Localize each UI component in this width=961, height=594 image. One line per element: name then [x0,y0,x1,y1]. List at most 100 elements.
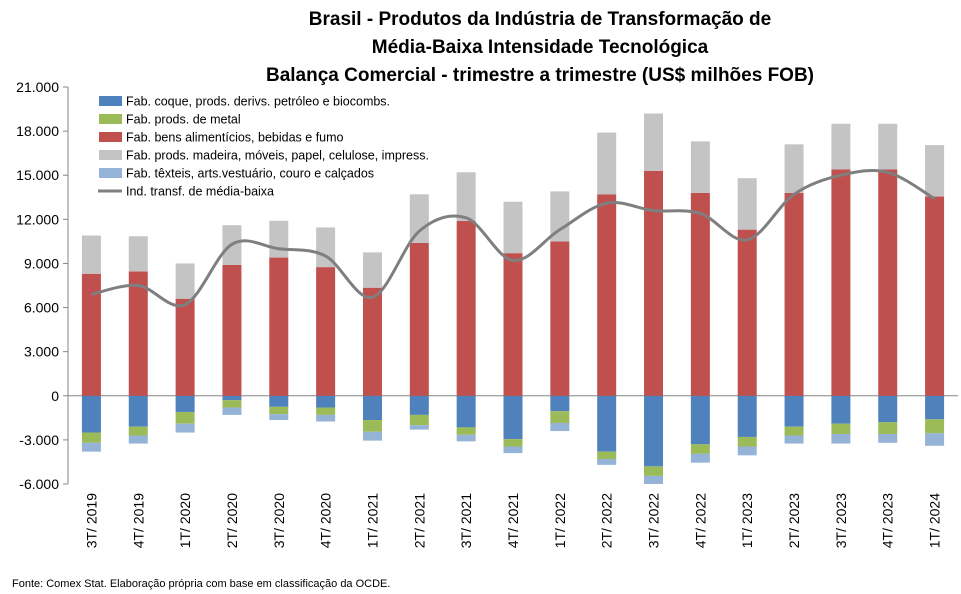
chart-title-line: Balança Comercial - trimestre a trimestr… [266,65,814,86]
y-tick-label: 0 [51,388,59,404]
bar-segment [362,287,382,396]
bar-segment [878,422,898,435]
bar-segment [784,192,804,396]
bar-segment [456,172,476,221]
bar-segment [409,414,429,426]
y-tick-label: 3.000 [24,344,59,360]
bar-segment [81,432,101,443]
bars [81,113,945,484]
bar-segment [644,466,664,476]
bar-segment [409,242,429,396]
bar-segment [690,453,710,463]
bar-segment [925,433,945,446]
y-tick-label: 12.000 [16,211,59,227]
legend-label: Fab. bens alimentícios, bebidas e fumo [126,131,344,145]
bar-segment [878,123,898,170]
x-tick-label: 1T/ 2022 [552,493,568,548]
x-tick-label: 1T/ 2024 [927,493,943,548]
source-note: Fonte: Comex Stat. Elaboração própria co… [12,578,390,590]
bar-segment [456,220,476,396]
bar-segment [925,196,945,396]
bar-segment [409,395,429,415]
bar-segment [269,220,289,258]
bar-segment [409,194,429,243]
bar-segment [503,253,523,396]
series-line [91,169,936,308]
x-tick-label: 3T/ 2020 [271,493,287,548]
bar-segment [362,431,382,441]
legend-swatch [99,132,122,142]
bar-segment [597,451,617,460]
bar-segment [690,192,710,396]
bar-segment [550,191,570,242]
bar-segment [362,252,382,288]
legend-swatch [99,150,122,160]
bar-segment [503,439,523,447]
bar-segment [503,395,523,440]
bar-segment [878,395,898,423]
bar-segment [175,298,195,396]
bar-segment [503,201,523,254]
x-tick-label: 3T/ 2019 [83,493,99,548]
bar-segment [597,132,617,195]
y-tick-label: -3.000 [19,432,59,448]
bar-segment [737,395,757,437]
bar-segment [831,123,851,170]
bar-segment [831,395,851,424]
legend-swatch [99,114,122,124]
bar-segment [690,141,710,193]
bar-segment [175,423,195,433]
x-tick-label: 4T/ 2023 [880,493,896,548]
bar-segment [597,395,617,452]
x-tick-label: 1T/ 2023 [739,493,755,548]
bar-segment [81,235,101,274]
bar-segment [597,459,617,465]
bar-segment [550,411,570,423]
bar-segment [737,178,757,230]
bar-segment [409,425,429,430]
bar-segment [597,194,617,396]
bar-segment [644,395,664,467]
bar-segment [784,435,804,444]
bar-segment [784,426,804,436]
chart-title-line: Brasil - Produtos da Indústria de Transf… [309,9,771,30]
bar-segment [456,434,476,442]
bar-segment [222,400,242,408]
bar-segment [550,241,570,396]
x-tick-label: 3T/ 2022 [646,493,662,548]
bar-segment [878,169,898,396]
bar-segment [878,434,898,443]
bar-segment [128,435,148,444]
x-tick-label: 1T/ 2020 [177,493,193,548]
x-tick-label: 2T/ 2023 [786,493,802,548]
x-tick-label: 3T/ 2023 [833,493,849,548]
bar-segment [316,414,336,422]
y-tick-label: 6.000 [24,300,59,316]
x-tick-label: 4T/ 2021 [505,493,521,548]
legend-label: Fab. têxteis, arts.vestuário, couro e ca… [126,167,374,181]
bar-segment [128,236,148,272]
bar-segment [128,395,148,427]
legend-label: Ind. transf. de média-baixa [126,185,274,199]
x-tick-label: 4T/ 2019 [130,493,146,548]
bar-segment [737,436,757,447]
legend-swatch [99,168,122,178]
x-tick-label: 2T/ 2022 [599,493,615,548]
bar-segment [737,446,757,456]
bar-segment [175,263,195,299]
bar-segment [831,434,851,444]
bar-segment [784,395,804,427]
y-tick-label: 21.000 [16,79,59,95]
chart-title-line: Média-Baixa Intensidade Tecnológica [372,37,709,58]
legend: Fab. coque, prods. derivs. petróleo e bi… [98,95,429,199]
legend-label: Fab. prods. de metal [126,113,241,127]
y-axis: 21.000 18.000 15.000 12.000 9.000 6.000 3.000 0… [16,79,68,492]
legend-label: Fab. prods. madeira, móveis, papel, celu… [126,149,429,163]
bar-segment [316,267,336,396]
bar-segment [128,271,148,396]
bar-segment [316,395,336,408]
x-tick-label: 3T/ 2021 [458,493,474,548]
bar-segment [925,419,945,434]
bar-segment [222,407,242,415]
